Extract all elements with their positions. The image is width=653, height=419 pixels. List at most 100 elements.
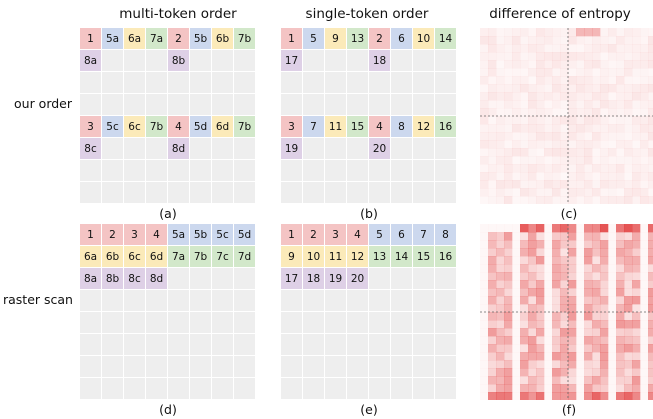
- heat-cell: [584, 248, 593, 257]
- heat-cell: [520, 296, 529, 305]
- heat-cell: [528, 28, 537, 37]
- heat-cell: [600, 108, 609, 117]
- heat-cell: [632, 156, 641, 165]
- grid-cell: [190, 268, 211, 289]
- heat-cell: [488, 132, 497, 141]
- grid-cell: [303, 160, 324, 181]
- heat-cell: [632, 84, 641, 93]
- row-label-raster-scan: raster scan: [3, 292, 73, 307]
- heat-cell: [592, 280, 601, 289]
- heat-cell: [552, 60, 561, 69]
- grid-cell: [168, 160, 189, 181]
- grid-cell: [168, 334, 189, 355]
- grid-cell: 3: [80, 116, 101, 137]
- heat-cell: [560, 232, 569, 241]
- heat-cell: [600, 224, 609, 233]
- heat-cell: [600, 68, 609, 77]
- heat-cell: [600, 360, 609, 369]
- heat-cell: [496, 44, 505, 53]
- heat-cell: [560, 360, 569, 369]
- heat-cell: [576, 108, 585, 117]
- heat-cell: [632, 384, 641, 393]
- entropy-heatmap-our-order: [480, 28, 653, 204]
- heat-cell: [544, 92, 553, 101]
- heat-cell: [480, 76, 489, 85]
- heat-cell: [592, 188, 601, 197]
- grid-cell: 2: [303, 224, 324, 245]
- grid-cell: 12: [413, 116, 434, 137]
- heat-cell: [504, 264, 513, 273]
- heat-cell: [496, 224, 505, 233]
- heat-cell: [520, 140, 529, 149]
- grid-cell: [146, 160, 167, 181]
- heat-cell: [600, 92, 609, 101]
- heat-cell: [560, 52, 569, 61]
- heat-cell: [488, 124, 497, 133]
- heat-cell: [648, 164, 653, 173]
- row-label-our-order: our order: [14, 96, 73, 111]
- heat-cell: [536, 264, 545, 273]
- heat-cell: [520, 188, 529, 197]
- grid-cell: 5c: [212, 224, 233, 245]
- heat-cell: [560, 264, 569, 273]
- heat-cell: [568, 352, 577, 361]
- heat-cell: [544, 132, 553, 141]
- heat-cell: [560, 124, 569, 133]
- grid-cell: [146, 312, 167, 333]
- grid-cell: [234, 160, 255, 181]
- heat-cell: [496, 100, 505, 109]
- heat-cell: [616, 256, 625, 265]
- heat-cell: [528, 44, 537, 53]
- heat-cell: [512, 280, 521, 289]
- heat-cell: [552, 116, 561, 125]
- grid-cell: [234, 356, 255, 377]
- heat-cell: [608, 140, 617, 149]
- heat-cell: [640, 280, 649, 289]
- heat-cell: [488, 224, 497, 233]
- heat-cell: [496, 60, 505, 69]
- grid-cell: [168, 94, 189, 115]
- heat-cell: [592, 180, 601, 189]
- heat-cell: [520, 376, 529, 385]
- heat-cell: [544, 264, 553, 273]
- heat-cell: [480, 28, 489, 37]
- column-title-single-token: single-token order: [305, 6, 429, 22]
- grid-cell: [413, 182, 434, 203]
- heat-cell: [544, 352, 553, 361]
- heat-cell: [576, 304, 585, 313]
- grid-cell: [391, 334, 412, 355]
- heat-cell: [496, 180, 505, 189]
- grid-cell: 8: [391, 116, 412, 137]
- heat-cell: [560, 196, 569, 204]
- heat-cell: [632, 28, 641, 37]
- grid-cell: [124, 50, 145, 71]
- heat-cell: [528, 360, 537, 369]
- heat-cell: [528, 180, 537, 189]
- heat-cell: [496, 84, 505, 93]
- heat-cell: [520, 52, 529, 61]
- heat-cell: [608, 68, 617, 77]
- heat-cell: [560, 108, 569, 117]
- heat-cell: [496, 68, 505, 77]
- heat-cell: [608, 336, 617, 345]
- grid-cell: [281, 182, 302, 203]
- heat-cell: [576, 264, 585, 273]
- heat-cell: [560, 384, 569, 393]
- heat-cell: [480, 280, 489, 289]
- heat-cell: [568, 132, 577, 141]
- heat-cell: [640, 28, 649, 37]
- heat-cell: [512, 336, 521, 345]
- heat-cell: [504, 116, 513, 125]
- heat-cell: [528, 352, 537, 361]
- grid-cell: 5a: [168, 224, 189, 245]
- grid-cell: [234, 290, 255, 311]
- heat-cell: [560, 132, 569, 141]
- heat-cell: [488, 320, 497, 329]
- heat-cell: [512, 116, 521, 125]
- grid-cell: [146, 94, 167, 115]
- heat-cell: [624, 132, 633, 141]
- heat-cell: [624, 248, 633, 257]
- heat-cell: [600, 148, 609, 157]
- heat-cell: [480, 288, 489, 297]
- heat-cell: [552, 124, 561, 133]
